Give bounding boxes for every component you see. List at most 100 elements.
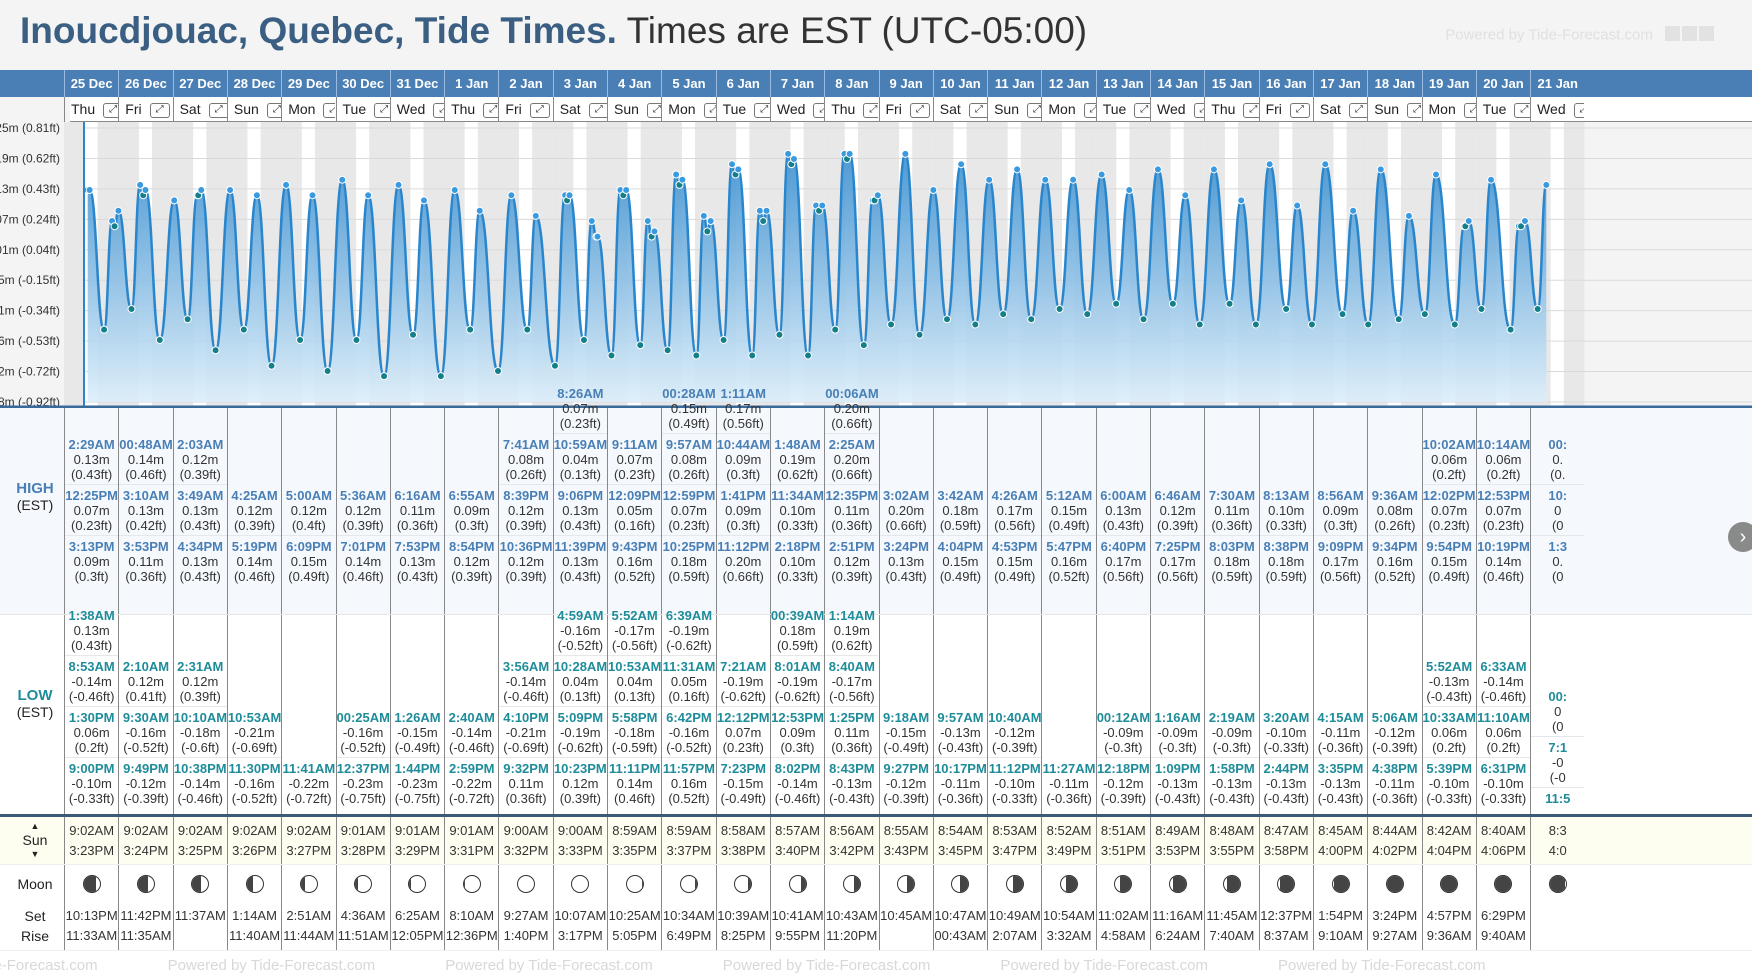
high-tide-height-ft: (0.42ft) [125,518,167,533]
low-tide-time: 7:23PM [720,761,766,776]
low-tide-height-ft: (-0.36ft) [937,791,984,806]
high-tide-point [252,191,261,200]
low-tide-height-m: -0.15m [723,776,764,791]
high-tide-entry: 8:56AM 0.09m (0.3ft) [1314,485,1367,535]
low-tide-height-m: -0.14m [505,674,547,689]
expand-day-button[interactable]: ⤢ [266,102,282,118]
low-tide-height-m: 0.09m [779,725,816,740]
expand-day-button[interactable]: ⤢ [1463,102,1476,118]
expand-day-button[interactable]: ⤢ [433,102,445,118]
expand-day-button[interactable]: ⤢ [483,102,499,118]
low-tide-time: 9:30AM [122,710,170,725]
high-tide-point [957,160,966,169]
high-tide-entry: 8:38PM 0.18m (0.59ft) [1259,535,1313,586]
low-tide-point [1083,310,1092,319]
expand-day-button[interactable]: ⤢ [103,102,119,118]
high-tide-height-m: 0.07m [1431,503,1468,518]
low-tide-cell: 9:57AM -0.13m (-0.43ft) 10:17PM -0.11m (-0.36… [932,615,988,814]
low-tide-time: 10:33AM [1422,710,1476,725]
expand-day-button[interactable]: ⤢ [1348,102,1368,118]
expand-day-button[interactable]: ⤢ [1193,102,1205,118]
high-tide-entry: 2:25AM 0.20m (0.66ft) [825,433,879,484]
low-tide-point [692,351,701,360]
expand-day-button[interactable]: ⤢ [1134,102,1150,118]
low-tide-entry: 4:10PM -0.21m (-0.69ft) [499,706,553,757]
low-tide-height-ft: (-0.69ft) [503,740,549,755]
high-tide-height-m: 0.19m [779,452,816,467]
moonset-time: 10:07AM [554,908,607,923]
expand-day-button[interactable]: ⤢ [909,102,930,118]
expand-day-button[interactable]: ⤢ [646,102,662,118]
expand-day-button[interactable]: ⤢ [374,102,390,118]
expand-day-button[interactable]: ⤢ [1083,102,1096,118]
next-arrow-button[interactable]: › [1728,522,1752,552]
weekday-cell: Sun ⤢ [987,97,1042,122]
high-tide-time: 12:25PM [65,488,119,503]
expand-day-button[interactable]: ⤢ [754,102,770,118]
high-tide-height-ft: (0.4ft) [291,518,326,533]
low-tide-height-m: -0 [1551,755,1564,770]
expand-day-button[interactable]: ⤢ [968,102,988,118]
low-tide-point [1450,320,1459,329]
low-tide-height-m: -0.09m [1157,725,1198,740]
high-tide-height-ft: (0.62ft) [776,467,819,482]
high-tide-height-m: 0.14m [127,452,165,467]
moon-phase-icon [462,875,481,893]
expand-day-button[interactable]: ⤢ [813,102,825,118]
weekday-cell: Thu ⤢ [824,97,879,122]
date-header: 19 Jan [1421,70,1476,97]
sunrise-time: 9:02AM [69,823,115,838]
weekday-label: Sat [939,101,961,117]
expand-day-button[interactable]: ⤢ [1289,102,1310,118]
low-tide-entry: 8:53AM -0.14m (-0.46ft) [65,655,119,706]
high-tide-point [593,232,602,241]
expand-day-button[interactable]: ⤢ [1243,102,1259,118]
expand-day-button[interactable]: ⤢ [149,102,170,118]
expand-day-button[interactable]: ⤢ [863,102,879,118]
sunset-arrow-icon: ▼ [30,849,40,859]
high-tide-entry: 3:24PM 0.13m (0.43ft) [879,535,933,586]
weekday-label: Fri [1265,101,1282,117]
high-tide-entry: 11:34AM 0.10m (0.33ft) [770,484,825,535]
powered-by-link[interactable]: Powered by Tide-Forecast.com [1445,26,1714,45]
low-tide-height-m: -0.16m [125,725,167,740]
low-tide-height-ft: (-0.39ft) [1100,791,1147,806]
expand-day-button[interactable]: ⤢ [208,102,227,118]
low-tide-point [719,335,728,344]
moon-phase-cell [824,865,878,904]
low-tide-point [1307,320,1316,329]
expand-day-button[interactable]: ⤢ [1407,102,1422,118]
low-tide-height-ft: (-0.3ft) [1158,740,1197,755]
high-tide-entry: 12:09PM 0.05m (0.16ft) [608,484,662,535]
sun-times-cell: 8:47AM 3:58PM [1258,817,1313,864]
low-tide-entry: 2:31AM 0.12m (0.39ft) [174,656,227,706]
high-tide-entry: 3:53PM 0.11m (0.36ft) [119,535,173,586]
high-tide-time: 8:56AM [1317,488,1364,503]
expand-day-button[interactable]: ⤢ [529,102,550,118]
low-tide-point [971,320,980,329]
low-tide-time: 5:39PM [1426,761,1472,776]
moon-phase-icon [788,875,807,893]
expand-day-button[interactable]: ⤢ [703,102,716,118]
sunset-time: 3:29PM [395,843,440,858]
low-tide-height-m: -0.13m [1266,776,1307,791]
high-tide-entry: 7:25PM 0.17m (0.56ft) [1151,535,1205,586]
high-tide-height-ft: (0.52ft) [614,569,656,584]
high-tide-entry: 10:02AM 0.06m (0.2ft) [1423,434,1476,484]
expand-day-button[interactable]: ⤢ [323,102,336,118]
high-tide-entry: 1:3 0. (0 [1531,535,1585,586]
sunrise-time: 8:47AM [1263,823,1309,838]
high-tide-list: 9:11AM 0.07m (0.23ft) 12:09PM 0.05m (0.16ft) 9… [608,434,662,614]
expand-day-button[interactable]: ⤢ [1514,102,1531,118]
sunrise-time: 9:02AM [232,823,277,838]
weekday-cell: Tue ⤢ [1475,97,1531,122]
expand-day-button[interactable]: ⤢ [588,102,607,118]
high-tide-height-m: 0.12m [236,503,273,518]
high-tide-cell: 6:16AM 0.11m (0.36ft) 7:53PM 0.13m (0.43ft) [389,408,445,614]
high-tide-point [728,160,737,169]
expand-day-button[interactable]: ⤢ [1027,102,1042,118]
low-tide-height-m: -0.14m [71,674,112,689]
sun-times-cell: 9:02AM 3:27PM [281,817,335,864]
expand-day-button[interactable]: ⤢ [1573,102,1585,118]
date-header: 8 Jan [824,70,878,97]
